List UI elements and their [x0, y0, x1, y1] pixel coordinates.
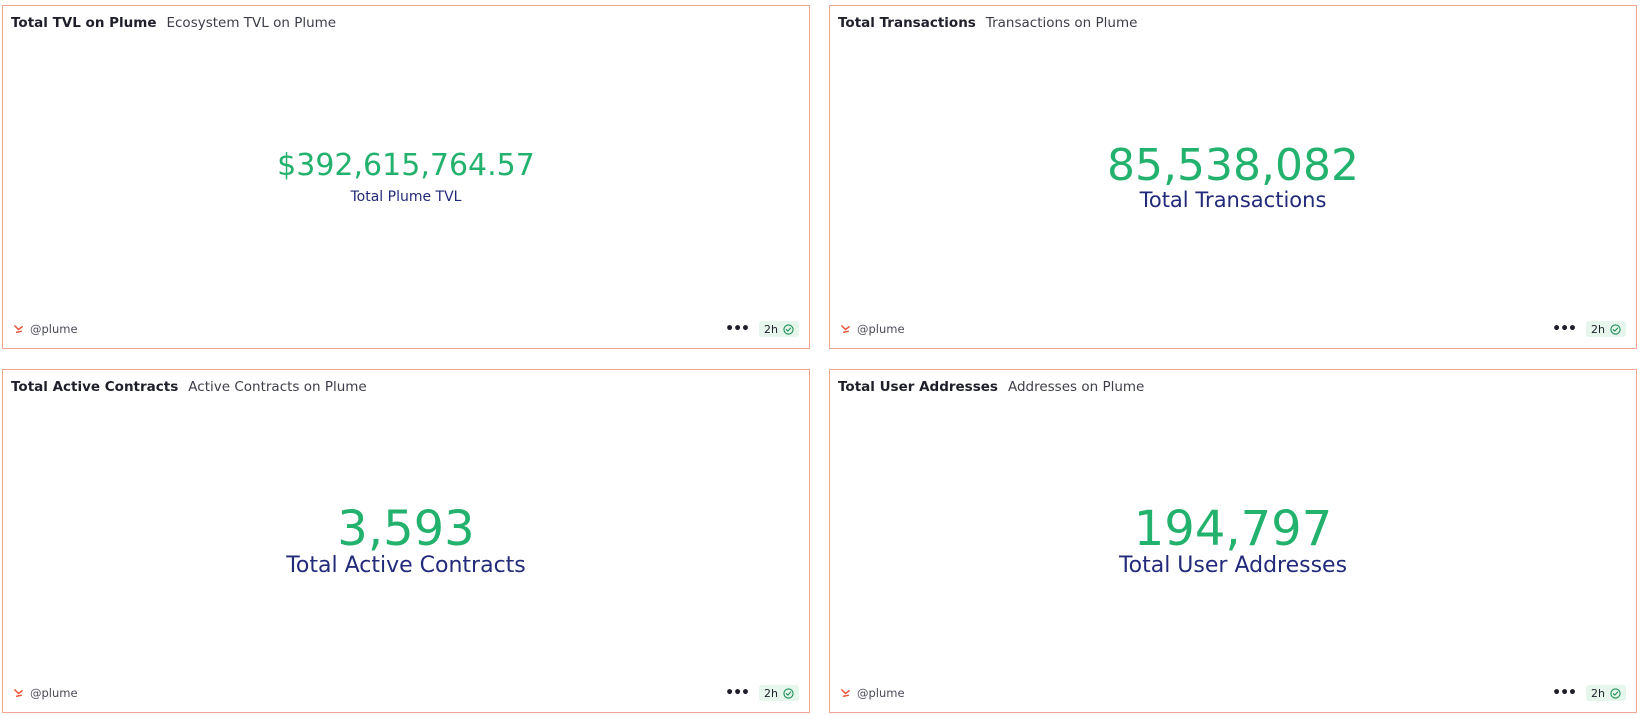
card-total-tvl: Total TVL on Plume Ecosystem TVL on Plum… — [2, 5, 810, 349]
card-subtitle: Active Contracts on Plume — [188, 379, 367, 395]
avatar-icon — [841, 324, 850, 333]
refresh-badge[interactable]: 2h — [1586, 321, 1626, 337]
card-body: 194,797 Total User Addresses — [830, 370, 1636, 712]
owner-name: @plume — [30, 322, 78, 336]
card-total-transactions: Total Transactions Transactions on Plume… — [829, 5, 1637, 349]
check-circle-icon — [783, 687, 794, 699]
refresh-time: 2h — [764, 686, 778, 700]
avatar-icon — [841, 688, 850, 697]
footer-actions: ••• 2h — [1552, 321, 1626, 337]
refresh-time: 2h — [1591, 322, 1605, 336]
footer-actions: ••• 2h — [1552, 685, 1626, 701]
counter-label: Total User Addresses — [1118, 553, 1348, 578]
owner-name: @plume — [857, 322, 905, 336]
card-footer: @plume ••• 2h — [13, 684, 799, 702]
card-body: $392,615,764.57 Total Plume TVL — [3, 6, 809, 348]
card-header: Total Transactions Transactions on Plume — [838, 15, 1628, 31]
card-footer: @plume ••• 2h — [840, 320, 1626, 338]
card-body: 85,538,082 Total Transactions — [830, 6, 1636, 348]
avatar-icon — [14, 688, 23, 697]
refresh-badge[interactable]: 2h — [759, 685, 799, 701]
counter-label: Total Transactions — [1139, 187, 1327, 212]
card-title[interactable]: Total User Addresses — [838, 379, 998, 395]
owner-link[interactable]: @plume — [13, 686, 78, 700]
card-total-user-addresses: Total User Addresses Addresses on Plume … — [829, 369, 1637, 713]
footer-actions: ••• 2h — [725, 321, 799, 337]
more-icon[interactable]: ••• — [725, 321, 750, 337]
owner-name: @plume — [30, 686, 78, 700]
card-header: Total User Addresses Addresses on Plume — [838, 379, 1628, 395]
counter-value: 85,538,082 — [1107, 139, 1359, 191]
card-header: Total TVL on Plume Ecosystem TVL on Plum… — [11, 15, 801, 31]
footer-actions: ••• 2h — [725, 685, 799, 701]
refresh-time: 2h — [764, 322, 778, 336]
counter-label: Total Plume TVL — [350, 188, 462, 205]
card-subtitle: Transactions on Plume — [985, 15, 1138, 31]
refresh-badge[interactable]: 2h — [759, 321, 799, 337]
card-body: 3,593 Total Active Contracts — [3, 370, 809, 712]
counter-value: 194,797 — [1133, 501, 1333, 557]
refresh-badge[interactable]: 2h — [1586, 685, 1626, 701]
counter-value: $392,615,764.57 — [277, 147, 535, 183]
card-footer: @plume ••• 2h — [840, 684, 1626, 702]
card-subtitle: Addresses on Plume — [1007, 379, 1145, 395]
card-title[interactable]: Total Transactions — [838, 15, 976, 31]
check-circle-icon — [1610, 323, 1621, 335]
refresh-time: 2h — [1591, 686, 1605, 700]
more-icon[interactable]: ••• — [1552, 321, 1577, 337]
card-title[interactable]: Total TVL on Plume — [11, 15, 157, 31]
counter-label: Total Active Contracts — [286, 553, 526, 578]
counter-value: 3,593 — [337, 501, 475, 557]
card-footer: @plume ••• 2h — [13, 320, 799, 338]
card-subtitle: Ecosystem TVL on Plume — [166, 15, 337, 31]
check-circle-icon — [1610, 687, 1621, 699]
card-total-active-contracts: Total Active Contracts Active Contracts … — [2, 369, 810, 713]
more-icon[interactable]: ••• — [725, 685, 750, 701]
owner-name: @plume — [857, 686, 905, 700]
check-circle-icon — [783, 323, 794, 335]
owner-link[interactable]: @plume — [840, 322, 905, 336]
owner-link[interactable]: @plume — [13, 322, 78, 336]
avatar-icon — [14, 324, 23, 333]
more-icon[interactable]: ••• — [1552, 685, 1577, 701]
owner-link[interactable]: @plume — [840, 686, 905, 700]
card-title[interactable]: Total Active Contracts — [11, 379, 179, 395]
card-header: Total Active Contracts Active Contracts … — [11, 379, 801, 395]
